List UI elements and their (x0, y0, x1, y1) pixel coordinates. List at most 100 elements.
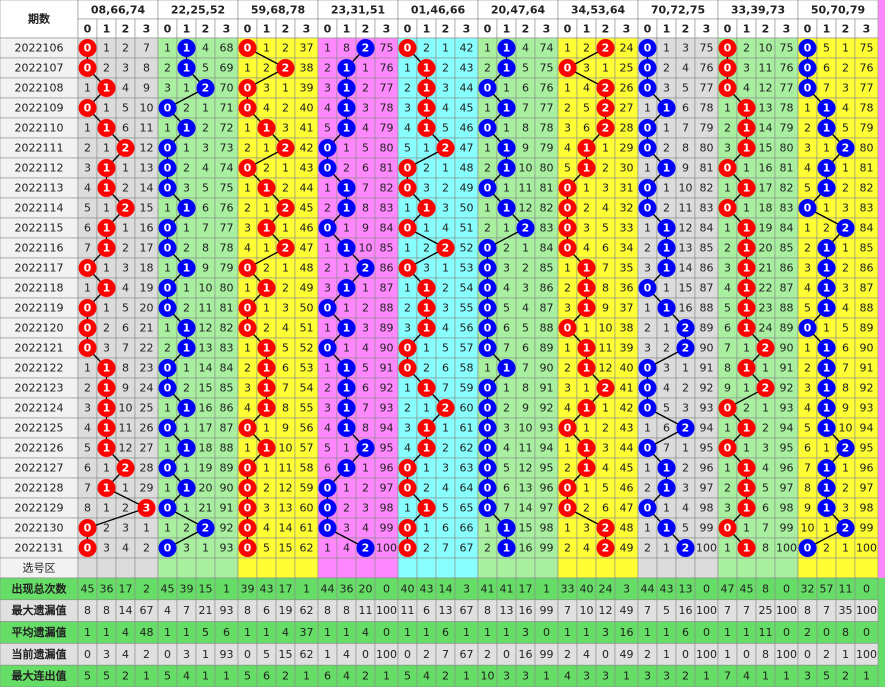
stat-label: 最大遗漏值 (12, 603, 67, 617)
omission-value: 12 (199, 322, 213, 335)
omission-value: 1 (244, 282, 251, 295)
omission-value: 3 (362, 102, 369, 115)
omission-value: 3 (103, 342, 110, 355)
omission-value: 3 (442, 302, 449, 315)
omission-value: 11 (679, 202, 693, 215)
omission-value: 50 (460, 202, 474, 215)
omission-value: 22 (140, 342, 154, 355)
omission-value: 38 (300, 62, 314, 75)
omission-value: 1 (743, 202, 750, 215)
omission-value: 9 (724, 382, 731, 395)
omission-value: 1 (103, 502, 110, 515)
stat-value: 1 (103, 626, 110, 639)
stat-value: 1 (564, 626, 571, 639)
omission-value: 1 (183, 362, 190, 375)
omission-value: 2 (263, 322, 270, 335)
omission-value: 11 (599, 342, 613, 355)
ball-number: 2 (282, 142, 290, 155)
omission-value: 57 (300, 442, 314, 455)
omission-value: 4 (122, 282, 129, 295)
omission-value: 79 (380, 122, 394, 135)
omission-value: 1 (564, 82, 571, 95)
stat-value: 4 (282, 626, 289, 639)
group-name: 33,39,73 (731, 4, 785, 17)
ball-number: 1 (263, 382, 271, 395)
stat-value: 100 (376, 648, 397, 661)
omission-value: 77 (780, 82, 794, 95)
omission-value: 12 (519, 462, 533, 475)
select-cell (637, 557, 658, 579)
ball-number: 1 (263, 182, 271, 195)
stat-value: 5 (202, 626, 209, 639)
omission-value: 4 (324, 102, 331, 115)
period: 2022113 (15, 182, 64, 195)
omission-value: 4 (663, 382, 670, 395)
ball-number: 0 (484, 82, 492, 95)
omission-value: 1 (484, 202, 491, 215)
column-label: 2 (762, 23, 770, 36)
omission-value: 6 (442, 362, 449, 375)
column-label: 0 (804, 23, 812, 36)
ball-number: 1 (743, 182, 751, 195)
ball-number: 1 (823, 262, 831, 275)
ball-number: 0 (644, 122, 652, 135)
omission-value: 1 (263, 302, 270, 315)
omission-value: 5 (503, 462, 510, 475)
omission-value: 4 (202, 162, 209, 175)
stat-value: 100 (696, 604, 717, 617)
ball-number: 1 (663, 462, 671, 475)
omission-value: 6 (122, 122, 129, 135)
omission-value: 8 (762, 542, 769, 555)
omission-value: 11 (279, 462, 293, 475)
ball-number: 0 (244, 322, 252, 335)
ball-number: 0 (164, 382, 172, 395)
omission-value: 5 (84, 202, 91, 215)
omission-value: 82 (780, 182, 794, 195)
stat-value: 4 (583, 648, 590, 661)
stat-value: 45 (161, 582, 175, 595)
ball-number: 0 (724, 402, 732, 415)
ball-number: 0 (324, 482, 332, 495)
omission-value: 1 (743, 342, 750, 355)
omission-value: 6 (84, 462, 91, 475)
omission-value: 3 (724, 262, 731, 275)
omission-value: 2 (164, 62, 171, 75)
omission-value: 3 (804, 382, 811, 395)
group-name: 08,66,74 (91, 4, 146, 17)
omission-value: 2 (583, 42, 590, 55)
column-label: 3 (303, 23, 311, 36)
omission-value: 1 (244, 342, 251, 355)
ball-number: 0 (404, 462, 412, 475)
omission-value: 2 (602, 422, 609, 435)
omission-value: 8 (282, 402, 289, 415)
omission-value: 14 (279, 522, 293, 535)
omission-value: 5 (442, 502, 449, 515)
omission-value: 3 (564, 382, 571, 395)
ball-number: 1 (583, 462, 591, 475)
omission-value: 5 (404, 142, 411, 155)
omission-value: 3 (122, 262, 129, 275)
omission-value: 83 (540, 222, 554, 235)
omission-value: 75 (220, 182, 234, 195)
omission-value: 91 (860, 362, 874, 375)
omission-value: 14 (140, 182, 154, 195)
stat-value: 5 (244, 670, 251, 683)
omission-value: 99 (860, 522, 874, 535)
ball-number: 0 (804, 322, 812, 335)
ball-number: 0 (484, 262, 492, 275)
omission-value: 3 (324, 282, 331, 295)
omission-value: 1 (644, 162, 651, 175)
omission-value: 1 (724, 462, 731, 475)
ball-number: 1 (263, 362, 271, 375)
ball-number: 1 (823, 482, 831, 495)
omission-value: 3 (602, 442, 609, 455)
omission-value: 13 (679, 242, 693, 255)
stat-value: 0 (863, 582, 870, 595)
stat-value: 100 (856, 604, 877, 617)
select-cell (496, 557, 517, 579)
omission-value: 6 (362, 382, 369, 395)
omission-value: 3 (282, 302, 289, 315)
omission-value: 87 (860, 282, 874, 295)
ball-number: 1 (583, 402, 591, 415)
omission-value: 4 (743, 82, 750, 95)
